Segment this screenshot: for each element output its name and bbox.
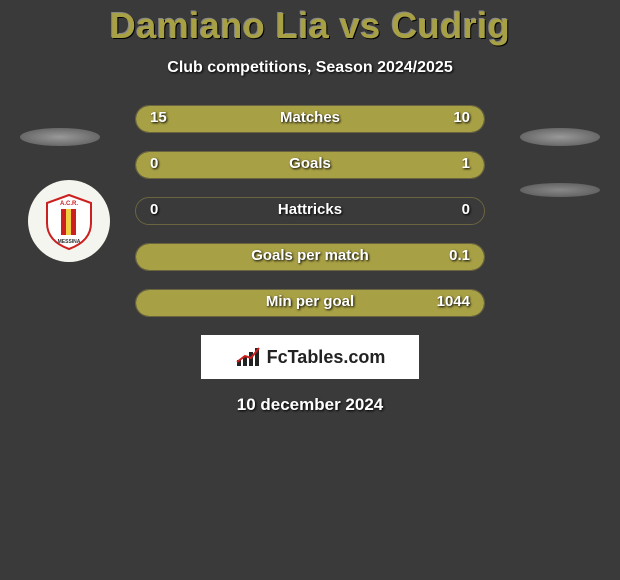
stat-row: Min per goal1044 [135, 289, 485, 317]
stat-bars: Matches1510Goals01Hattricks00Goals per m… [135, 105, 485, 317]
date-text: 10 december 2024 [0, 395, 620, 415]
stat-label: Min per goal [136, 293, 484, 310]
stat-value-right: 1044 [437, 293, 470, 310]
stat-value-left: 0 [150, 155, 158, 172]
stat-value-right: 1 [462, 155, 470, 172]
club-badge: A.C.R. MESSINA [28, 180, 110, 262]
stat-value-right: 0.1 [449, 247, 470, 264]
stat-label: Matches [136, 109, 484, 126]
club-crest-icon: A.C.R. MESSINA [39, 191, 99, 251]
stat-value-left: 15 [150, 109, 167, 126]
brand-text: FcTables.com [267, 347, 386, 368]
player-oval-right-1 [520, 128, 600, 146]
stat-row: Hattricks0 0 [135, 197, 485, 225]
stat-row: Goals per match0.1 [135, 243, 485, 271]
stat-value-right: 0 [462, 201, 470, 218]
stat-value-left: 0 [150, 201, 158, 218]
badge-name: MESSINA [58, 239, 81, 245]
chart-icon [235, 346, 263, 368]
brand-box: FcTables.com [201, 335, 419, 379]
stat-value-right: 10 [453, 109, 470, 126]
player-oval-left [20, 128, 100, 146]
subtitle: Club competitions, Season 2024/2025 [0, 59, 620, 77]
stat-row: Matches15 10 [135, 105, 485, 133]
badge-top-text: A.C.R. [60, 201, 78, 207]
stat-label: Hattricks [136, 201, 484, 218]
stat-row: Goals0 1 [135, 151, 485, 179]
stat-label: Goals per match [136, 247, 484, 264]
player-oval-right-2 [520, 183, 600, 197]
infographic-container: Damiano Lia vs Cudrig Club competitions,… [0, 0, 620, 415]
stat-label: Goals [136, 155, 484, 172]
page-title: Damiano Lia vs Cudrig [0, 5, 620, 47]
